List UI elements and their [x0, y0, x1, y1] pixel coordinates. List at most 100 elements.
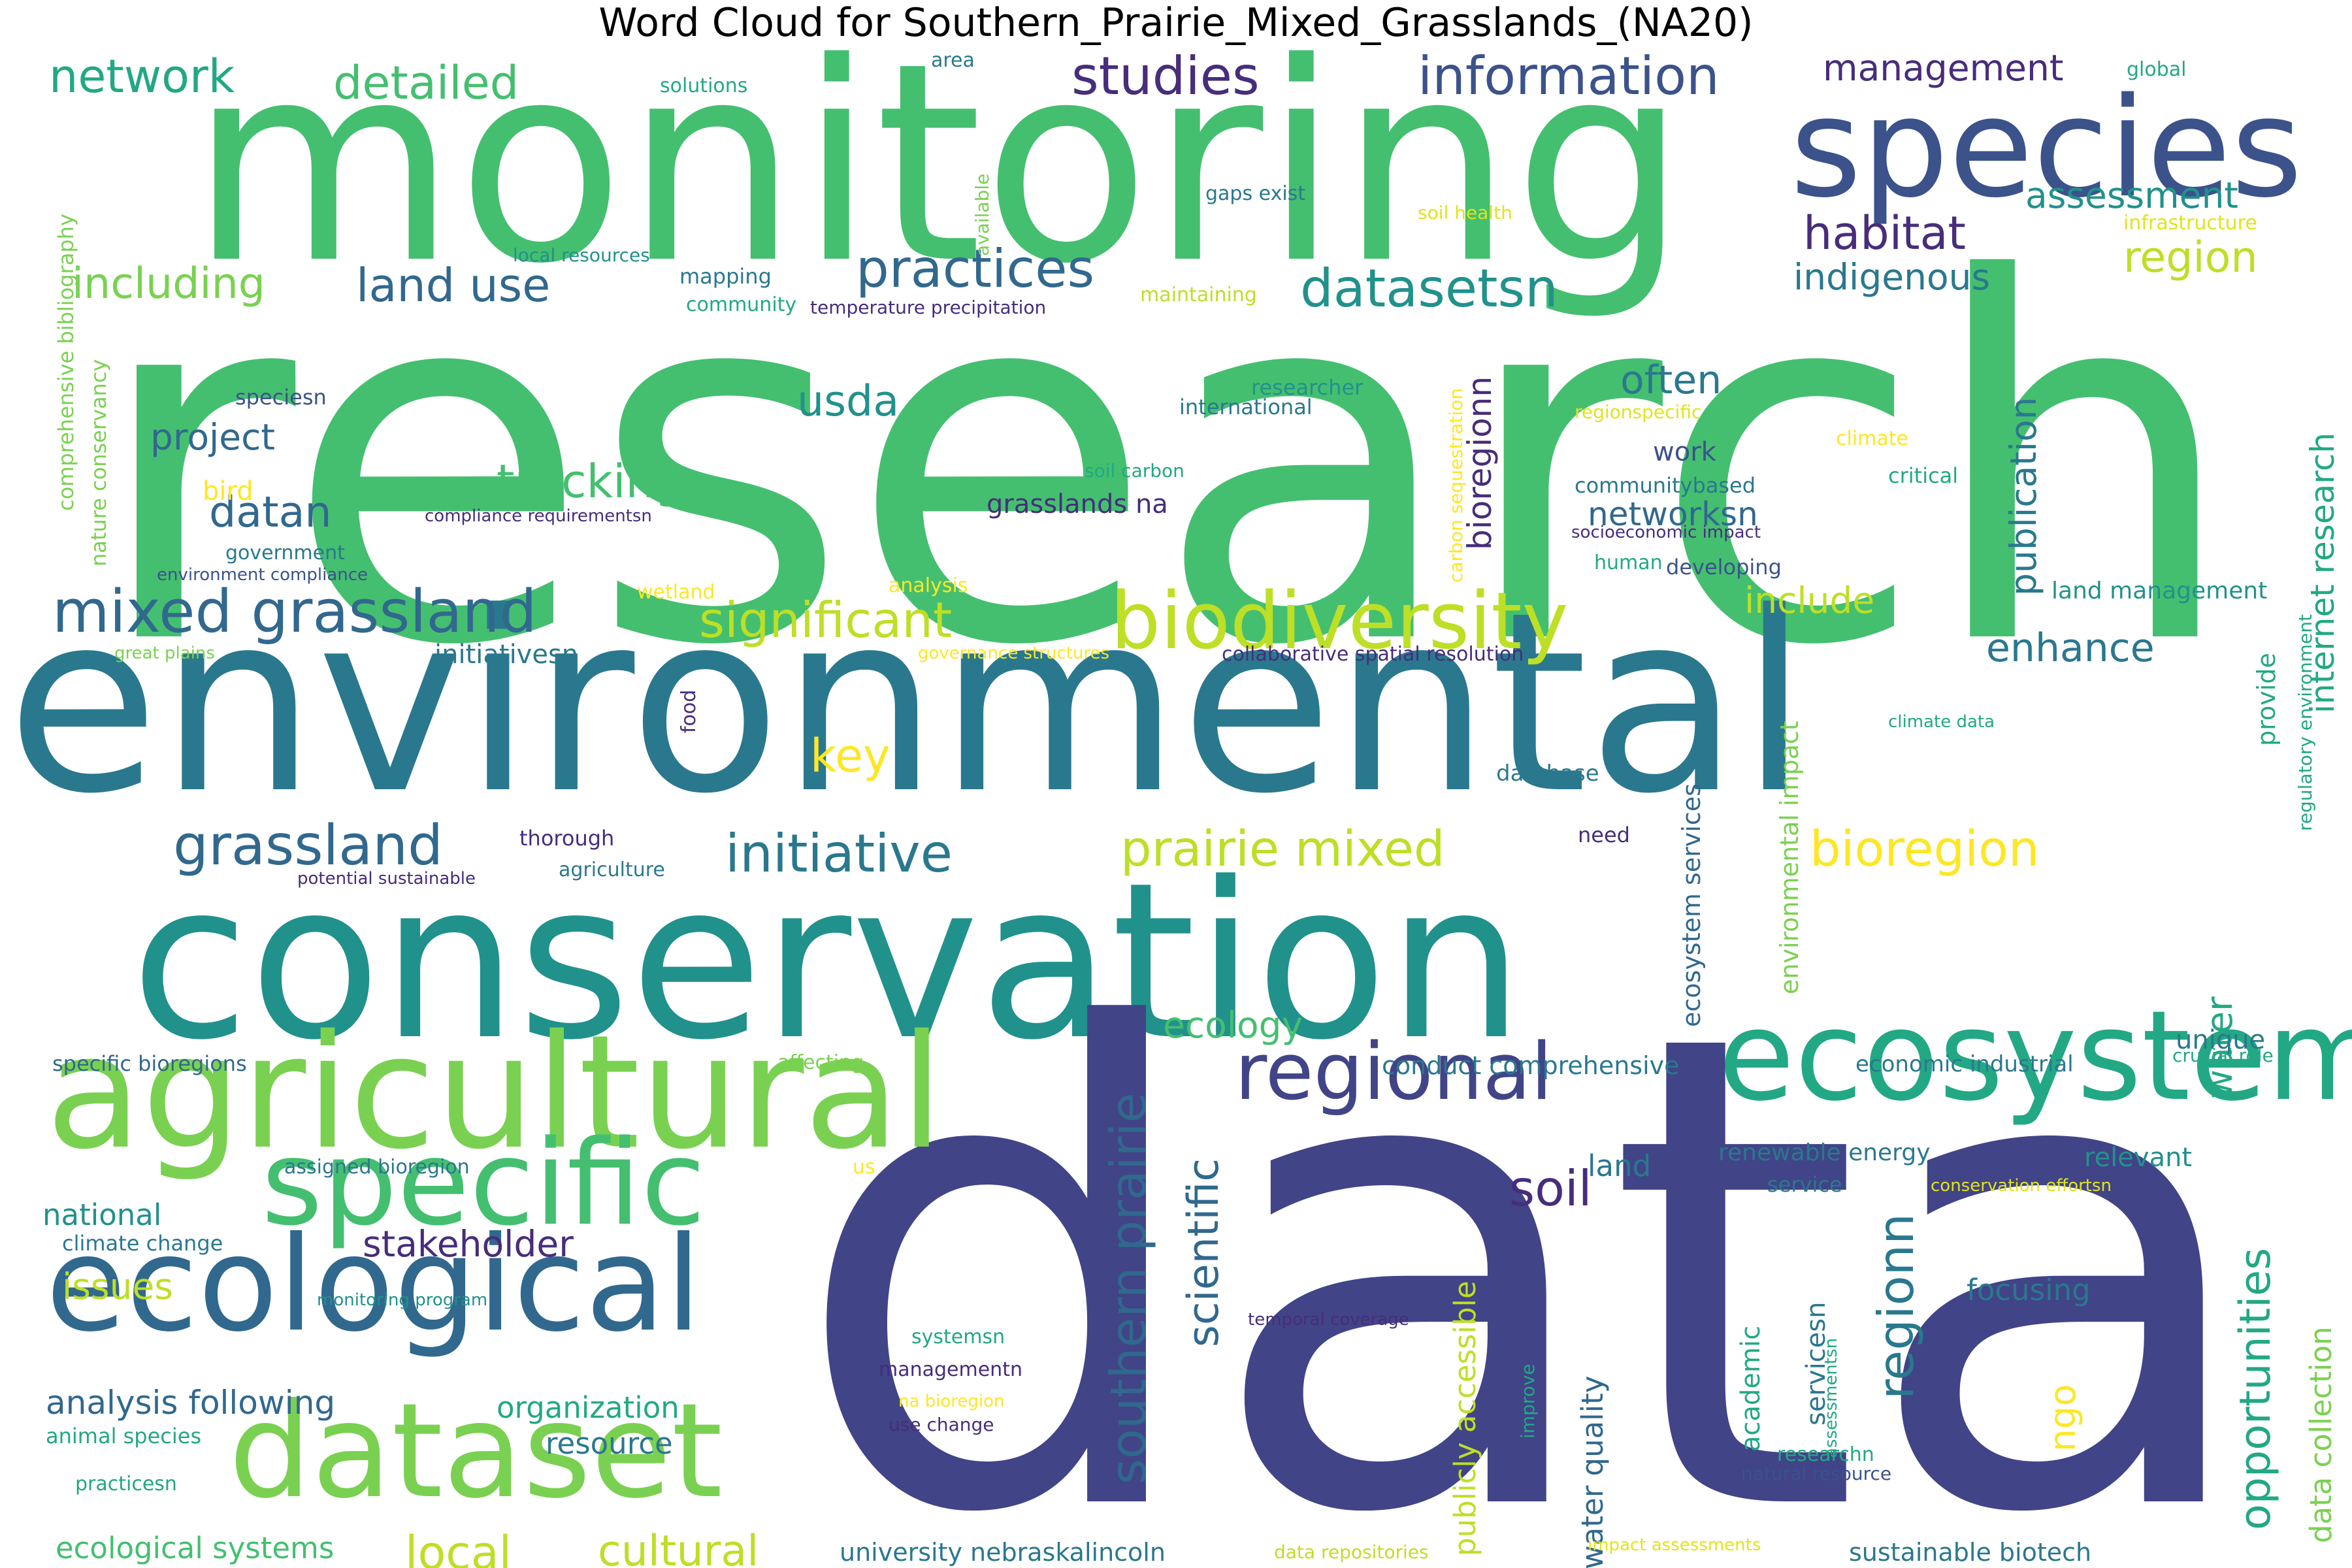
word-often: often: [1620, 357, 1722, 403]
word-cloud: research monitoring environmental conservat…: [0, 47, 2352, 1568]
word-governance-structures: governance structures: [918, 644, 1110, 663]
word-including: including: [72, 259, 266, 308]
word-soil-health: soil health: [1418, 202, 1512, 223]
word-data: data: [791, 895, 2262, 1568]
word-habitat: habitat: [1803, 206, 1966, 260]
word-focusing: focusing: [1967, 1273, 2091, 1307]
word-infrastructure: infrastructure: [2123, 212, 2257, 235]
word-analysis: analysis: [889, 574, 968, 597]
word-database: database: [1496, 760, 1599, 787]
word-ngo: ngo: [2042, 1384, 2083, 1452]
word-great-plains: great plains: [114, 644, 215, 663]
word-area: area: [931, 49, 975, 72]
word-environmental-impact: environmental impact: [1775, 721, 1804, 994]
word-temporal-coverage: temporal coverage: [1248, 1310, 1409, 1330]
word-tracking: tracking: [497, 455, 684, 508]
word-na-bioregion: na bioregion: [898, 1392, 1005, 1411]
word-network: network: [49, 50, 235, 103]
word-systemsn: systemsn: [911, 1326, 1005, 1348]
word-collaborative-spatial-resolution: collaborative spatial resolution: [1222, 643, 1524, 666]
word-regional: regional: [1235, 1027, 1553, 1118]
word-indigenous: indigenous: [1793, 256, 1991, 298]
word-service: service: [1767, 1172, 1842, 1197]
word-ecology: ecology: [1163, 1004, 1303, 1046]
word-provide: provide: [2252, 653, 2281, 746]
word-southern-prairie: southern prairie: [1100, 1092, 1157, 1484]
word-enhance: enhance: [1986, 625, 2155, 671]
word-soil-carbon: soil carbon: [1085, 460, 1184, 482]
word-analysis-following: analysis following: [46, 1384, 336, 1422]
word-communitybased: communitybased: [1575, 473, 1756, 498]
word-animal-species: animal species: [46, 1424, 202, 1448]
word-agriculture: agriculture: [559, 858, 665, 881]
word-mixed-grassland: mixed grassland: [52, 578, 537, 646]
word-crucial-role: crucial role: [2172, 1045, 2274, 1066]
word-stakeholder: stakeholder: [363, 1223, 574, 1265]
word-bioregionn: bioregionn: [1461, 376, 1499, 550]
word-data-collection: data collection: [2304, 1326, 2338, 1543]
word-practices: practices: [856, 238, 1095, 299]
word-compliance-requirementsn: compliance requirementsn: [425, 506, 652, 526]
word-natural-resource: natural resource: [1741, 1463, 1892, 1484]
word-studies: studies: [1071, 47, 1260, 106]
word-improve: improve: [1517, 1364, 1539, 1439]
word-datasetsn: datasetsn: [1300, 258, 1558, 319]
word-assessmentsn: assessmentsn: [1821, 1337, 1841, 1458]
word-project: project: [150, 416, 275, 458]
word-climate: climate: [1836, 427, 1908, 450]
word-nature-conservancy: nature conservancy: [86, 359, 111, 566]
word-regulatory-environment: regulatory environment: [2295, 614, 2316, 831]
word-prairie-mixed: prairie mixed: [1120, 820, 1445, 877]
word-solutions: solutions: [660, 74, 748, 97]
word-bird: bird: [203, 476, 253, 506]
word-unique: unique: [2176, 1025, 2266, 1055]
word-publication: publication: [2002, 397, 2044, 596]
word-managementn: managementn: [879, 1358, 1022, 1381]
word-impact-assessments: impact assessments: [1588, 1535, 1761, 1555]
word-usda: usda: [797, 377, 900, 426]
word-significant: significant: [699, 591, 953, 649]
word-species: species: [1790, 68, 2303, 228]
word-global: global: [2127, 58, 2187, 81]
word-temperature-precipitation: temperature precipitation: [810, 297, 1047, 318]
word-region: region: [2123, 233, 2258, 282]
word-grassland: grassland: [173, 813, 444, 878]
chart-title: Word Cloud for Southern_Prairie_Mixed_Gr…: [598, 0, 1754, 46]
word-ecological-systems: ecological systems: [56, 1531, 335, 1565]
word-work: work: [1653, 437, 1716, 467]
word-wetland: wetland: [637, 581, 715, 604]
word-land-management: land management: [2051, 578, 2268, 604]
word-environment-compliance: environment compliance: [157, 565, 368, 585]
word-resource: resource: [546, 1426, 673, 1461]
word-land: land: [1588, 1149, 1652, 1183]
word-researcher: researcher: [1251, 375, 1364, 400]
word-human: human: [1594, 551, 1663, 574]
word-biodiversity: biodiversity: [1111, 576, 1569, 667]
word-key: key: [810, 729, 890, 783]
word-researchn: researchn: [1777, 1443, 1874, 1466]
word-local: local: [405, 1526, 512, 1568]
word-us: us: [853, 1156, 875, 1179]
word-cultural: cultural: [598, 1527, 759, 1568]
word-government: government: [225, 542, 345, 564]
word-climate-data: climate data: [1888, 712, 1995, 732]
word-university-nebraskalincoln: university nebraskalincoln: [840, 1538, 1166, 1567]
word-initiative: initiative: [725, 823, 953, 884]
word-international: international: [1179, 395, 1313, 419]
word-information: information: [1418, 47, 1720, 106]
word-food: food: [678, 689, 700, 733]
word-research: research: [91, 176, 2240, 754]
word-academic: academic: [1736, 1325, 1766, 1452]
word-land-use: land use: [356, 259, 551, 312]
word-socioeconomic-impact: socioeconomic impact: [1571, 523, 1761, 542]
word-monitoring-program: monitoring program: [317, 1290, 488, 1310]
word-conservation-effortsn: conservation effortsn: [1931, 1176, 2112, 1196]
word-practicesn: practicesn: [75, 1473, 177, 1495]
word-potential-sustainable: potential sustainable: [297, 869, 476, 889]
word-economic-industrial: economic industrial: [1855, 1051, 2074, 1077]
word-management: management: [1823, 47, 2064, 89]
word-carbon-sequestration: carbon sequestration: [1445, 387, 1467, 583]
word-relevant: relevant: [2084, 1143, 2193, 1173]
word-available: available: [972, 173, 993, 256]
word-environmental: environmental: [7, 559, 1809, 848]
